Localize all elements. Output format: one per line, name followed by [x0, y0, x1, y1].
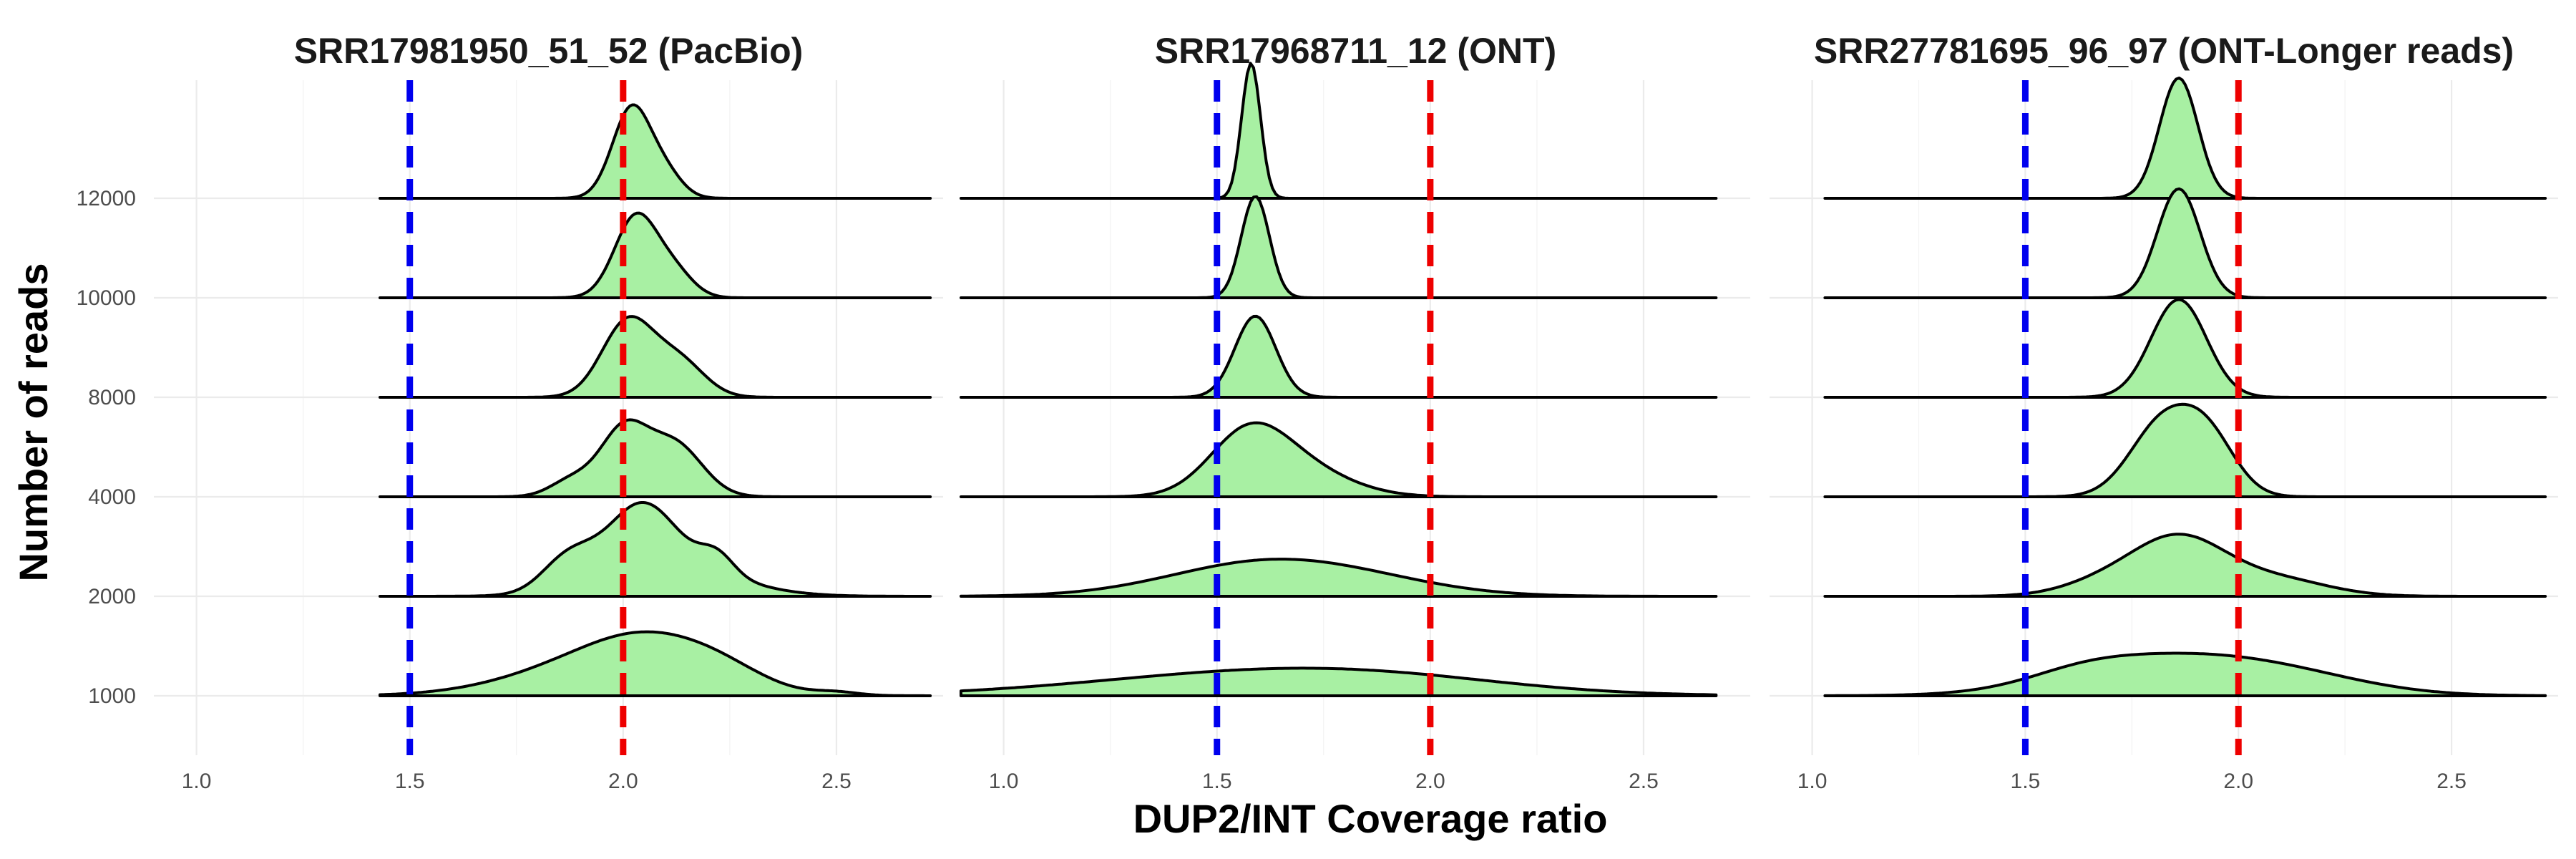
- x-tick-label: 2.0: [2223, 770, 2253, 793]
- density-ridge-1000: [960, 666, 1718, 697]
- panel-title: SRR27781695_96_97 (ONT-Longer reads): [1814, 31, 2514, 71]
- y-axis-title: Number of reads: [11, 263, 56, 582]
- density-ridge-4000: [379, 418, 932, 498]
- density-ridge-1000: [1823, 651, 2547, 697]
- y-tick-label: 4000: [88, 485, 136, 509]
- x-tick-label: 2.0: [608, 770, 638, 793]
- x-tick-label: 2.5: [2436, 770, 2467, 793]
- density-ridge-2000: [960, 558, 1718, 598]
- x-tick-label: 1.0: [989, 770, 1019, 793]
- density-ridge-12000: [379, 103, 932, 200]
- panel-title: SRR17981950_51_52 (PacBio): [294, 31, 804, 71]
- x-tick-label: 1.5: [2011, 770, 2041, 793]
- density-ridge-8000: [1823, 298, 2547, 399]
- density-ridge-2000: [379, 501, 932, 598]
- panel-title: SRR17968711_12 (ONT): [1155, 31, 1556, 71]
- panel-2: 1.0 1.5 2.0 2.5 SRR17968711_12 (ONT): [960, 31, 1750, 793]
- density-ridge-2000: [1823, 533, 2547, 598]
- y-tick-label: 12000: [77, 187, 136, 210]
- y-tick-label: 2000: [88, 585, 136, 608]
- density-ridge-12000: [1823, 77, 2547, 200]
- density-ridge-8000: [379, 315, 932, 399]
- x-tick-label: 1.0: [1797, 770, 1828, 793]
- panel-1: 1.0 1.5 2.0 2.5 SRR17981950_51_52 (PacBio): [154, 31, 943, 793]
- x-axis-title: DUP2/INT Coverage ratio: [1133, 796, 1608, 841]
- density-ridge-10000: [960, 195, 1718, 299]
- x-tick-label: 2.5: [821, 770, 852, 793]
- y-tick-label: 10000: [77, 286, 136, 310]
- x-tick-label: 1.0: [182, 770, 212, 793]
- x-tick-label: 2.5: [1629, 770, 1659, 793]
- density-ridge-12000: [960, 62, 1718, 200]
- y-tick-label: 1000: [88, 684, 136, 708]
- density-ridge-1000: [379, 630, 932, 697]
- panel-3: 1.0 1.5 2.0 2.5 SRR27781695_96_97 (ONT-Longe…: [1770, 31, 2558, 793]
- x-tick-label: 2.0: [1415, 770, 1445, 793]
- x-tick-label: 1.5: [1202, 770, 1232, 793]
- density-ridge-8000: [960, 314, 1718, 399]
- y-tick-label: 8000: [88, 386, 136, 409]
- density-ridge-4000: [1823, 402, 2547, 498]
- x-tick-label: 1.5: [395, 770, 425, 793]
- density-ridge-10000: [1823, 187, 2547, 299]
- density-ridge-4000: [960, 421, 1718, 498]
- density-ridge-10000: [379, 211, 932, 299]
